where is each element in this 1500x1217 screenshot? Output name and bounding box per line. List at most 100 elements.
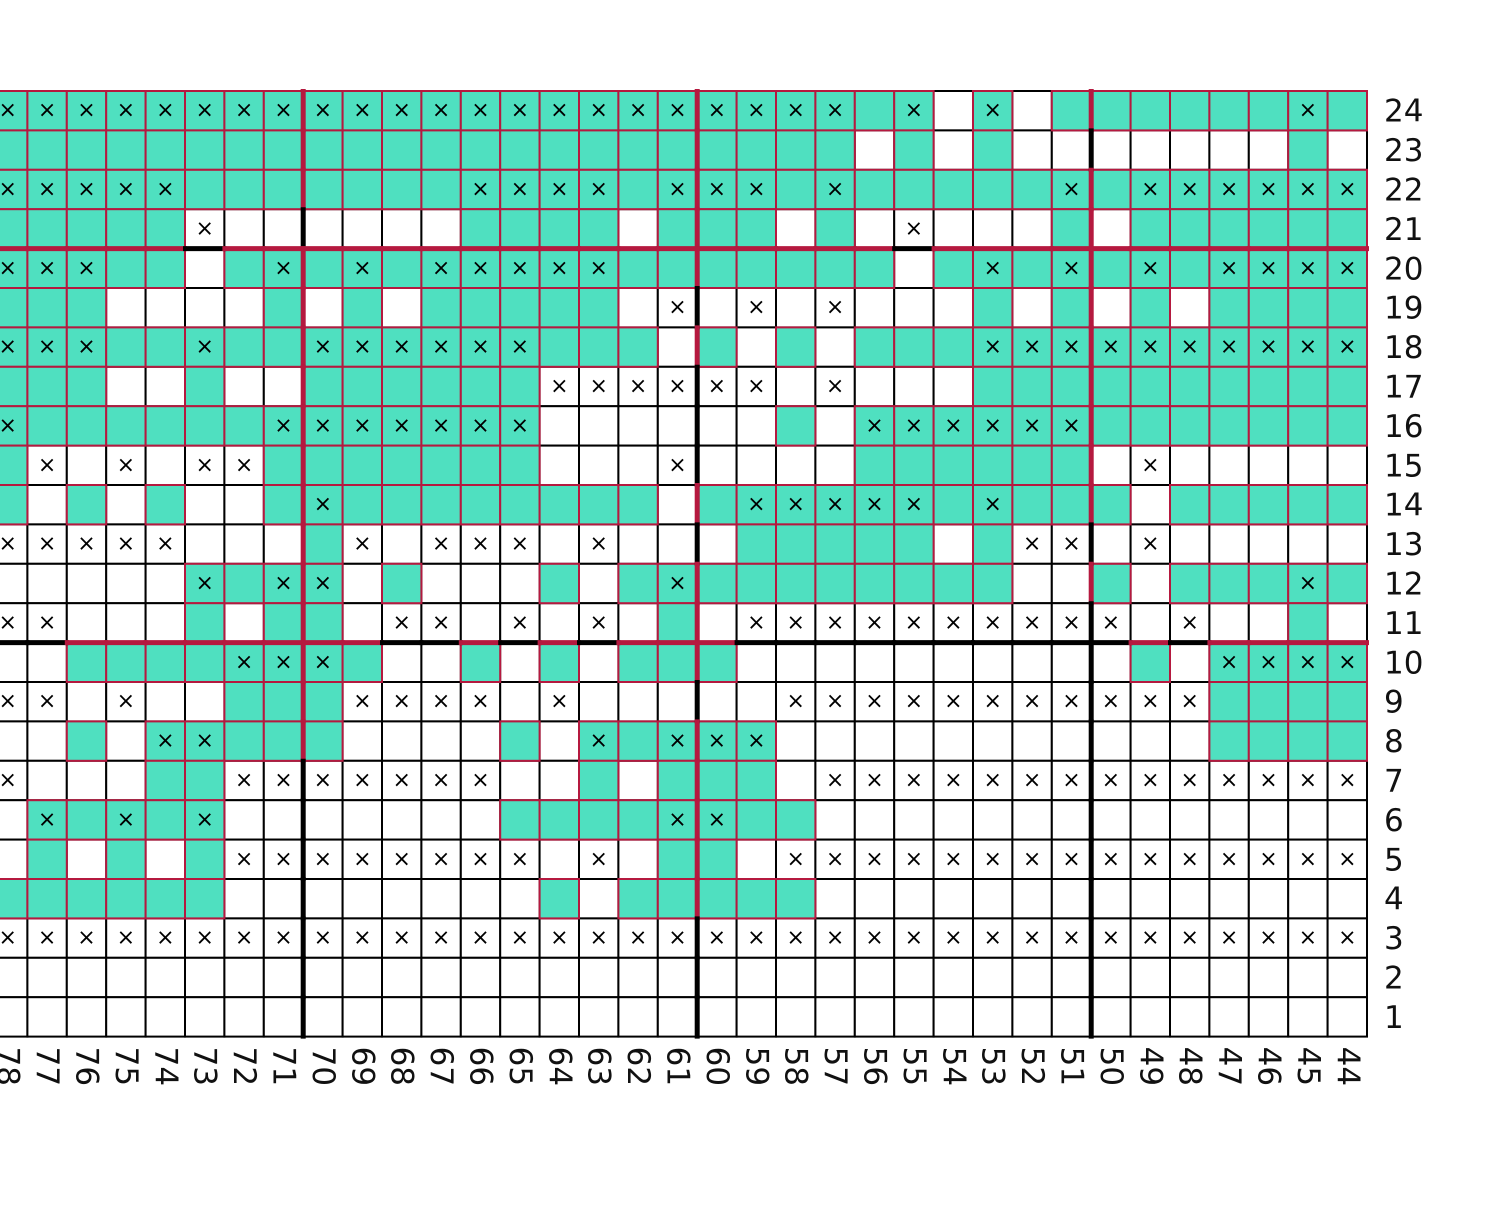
cell	[617, 681, 659, 723]
cell	[735, 444, 777, 487]
stitch-symbol: ×	[905, 610, 923, 635]
cell	[893, 956, 935, 999]
cell-filled	[1247, 208, 1290, 250]
cell	[381, 208, 423, 250]
stitch-symbol: ×	[826, 295, 844, 320]
stitch-symbol: ×	[905, 98, 923, 123]
cell-filled	[775, 799, 817, 841]
cell	[617, 444, 659, 487]
cell	[0, 562, 29, 605]
cell-filled	[1129, 208, 1171, 250]
stitch-symbol: ×	[353, 532, 371, 557]
cell-filled	[578, 287, 620, 329]
cell	[0, 838, 29, 880]
cell-filled	[735, 799, 777, 841]
stitch-symbol: ×	[511, 610, 529, 635]
cell	[617, 405, 659, 447]
cell-filled	[26, 287, 68, 329]
cell-filled	[262, 287, 305, 329]
cell-filled	[341, 405, 384, 447]
cell-filled	[1011, 484, 1053, 526]
cell-filled	[1050, 365, 1093, 408]
stitch-symbol: ×	[1102, 768, 1120, 793]
cell-filled	[65, 129, 108, 171]
cell	[1169, 444, 1211, 487]
stitch-symbol: ×	[1299, 256, 1317, 281]
stitch-symbol: ×	[668, 177, 686, 202]
cell-filled	[538, 799, 580, 841]
stitch-symbol: ×	[0, 335, 17, 360]
cell	[972, 956, 1014, 999]
cell	[1208, 444, 1250, 487]
cell-filled	[302, 129, 344, 171]
cell-filled	[105, 208, 147, 250]
stitch-symbol: ×	[195, 335, 213, 360]
cell-filled	[184, 838, 226, 880]
cell-filled	[262, 562, 305, 605]
cell	[538, 602, 580, 644]
cell	[893, 996, 935, 1038]
cell	[184, 523, 226, 565]
cell	[0, 956, 29, 999]
cell-filled	[617, 90, 659, 132]
cell	[1050, 878, 1093, 920]
cell	[381, 720, 423, 762]
cell-filled	[656, 838, 699, 880]
thick-lines	[0, 89, 1369, 1039]
cell	[972, 996, 1014, 1038]
stitch-symbol: ×	[353, 256, 371, 281]
cell	[1247, 444, 1290, 487]
cell-filled	[26, 405, 68, 447]
stitch-symbol: ×	[274, 768, 292, 793]
cell-filled	[420, 444, 462, 487]
column-label: 57	[817, 1047, 853, 1086]
stitch-symbol: ×	[1062, 689, 1080, 714]
row-label: 10	[1384, 645, 1423, 681]
stitch-symbol: ×	[195, 216, 213, 241]
stitch-symbol: ×	[353, 98, 371, 123]
cell	[1326, 878, 1368, 920]
cell	[893, 287, 935, 329]
cell-filled	[972, 287, 1014, 329]
cell-filled	[223, 641, 265, 683]
cell	[184, 247, 226, 290]
stitch-symbol: ×	[708, 374, 726, 399]
cell-filled	[853, 90, 896, 132]
cell-filled	[1247, 90, 1290, 132]
cell	[696, 365, 738, 408]
cell-filled	[341, 365, 384, 408]
cell	[341, 562, 384, 605]
cell-filled	[184, 602, 226, 644]
stitch-symbol: ×	[826, 374, 844, 399]
cell-filled	[1169, 484, 1211, 526]
stitch-symbol: ×	[589, 532, 607, 557]
stitch-symbol: ×	[550, 98, 568, 123]
cell	[972, 681, 1014, 723]
cell	[223, 799, 265, 841]
cell-filled	[341, 484, 384, 526]
cell-filled	[1287, 365, 1329, 408]
stitch-symbol: ×	[77, 98, 95, 123]
stitch-symbol: ×	[1180, 768, 1198, 793]
cell-filled	[65, 720, 108, 762]
stitch-symbol: ×	[747, 610, 765, 635]
cell	[1208, 799, 1250, 841]
cell-filled	[1169, 562, 1211, 605]
cell	[65, 562, 108, 605]
cell-filled	[1050, 484, 1093, 526]
cell-filled	[1011, 444, 1053, 487]
cell	[1247, 917, 1290, 959]
cell	[144, 602, 187, 644]
stitch-symbol: ×	[1102, 847, 1120, 872]
cell	[341, 878, 384, 920]
cell	[578, 878, 620, 920]
cell-filled	[459, 641, 502, 683]
cell	[341, 720, 384, 762]
cell-filled	[1247, 365, 1290, 408]
cell	[656, 444, 699, 487]
cell-filled	[1287, 681, 1329, 723]
cell	[538, 759, 580, 802]
cell	[578, 562, 620, 605]
cell	[65, 681, 108, 723]
cell	[696, 444, 738, 487]
